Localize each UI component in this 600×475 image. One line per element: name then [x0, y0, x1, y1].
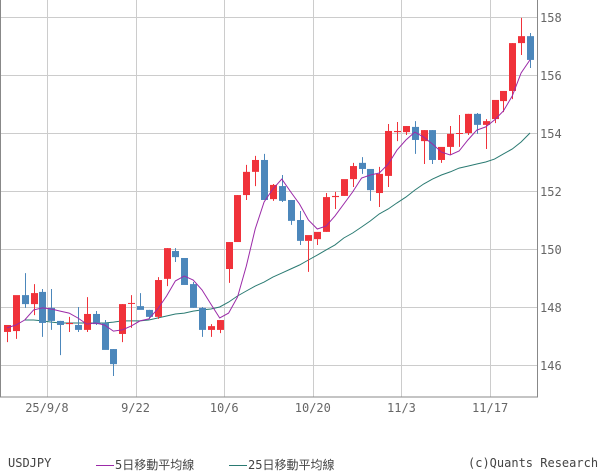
svg-text:158: 158 — [540, 11, 562, 25]
plot-frame — [0, 0, 538, 398]
y-axis-labels: 146 148 150 152 154 156 158 — [540, 11, 562, 373]
candles — [4, 17, 534, 377]
svg-text:150: 150 — [540, 243, 562, 257]
legend-ma5: 5日移動平均線 — [96, 456, 194, 473]
svg-text:10/20: 10/20 — [295, 401, 331, 415]
credit-text: (c)Quants Research — [468, 456, 599, 470]
svg-text:9/22: 9/22 — [121, 401, 150, 415]
grid-lines — [0, 0, 537, 397]
svg-text:154: 154 — [540, 127, 562, 141]
legend-ma25-label: 25日移動平均線 — [248, 458, 335, 472]
svg-text:11/17: 11/17 — [472, 401, 508, 415]
candlestick-chart: 146 148 150 152 154 156 158 25/9/8 9/22 10/6 10/2… — [0, 0, 562, 415]
legend-ma5-label: 5日移動平均線 — [115, 458, 195, 472]
svg-text:10/6: 10/6 — [210, 401, 239, 415]
legend-ma25: 25日移動平均線 — [229, 456, 334, 473]
ma5-line — [6, 59, 531, 332]
x-axis-labels: 25/9/8 9/22 10/6 10/20 11/3 11/17 — [25, 401, 508, 415]
svg-text:25/9/8: 25/9/8 — [25, 401, 68, 415]
svg-text:11/3: 11/3 — [387, 401, 416, 415]
svg-text:148: 148 — [540, 301, 562, 315]
legend-symbol: USDJPY — [8, 456, 52, 470]
ma25-swatch-icon — [229, 465, 247, 466]
svg-text:146: 146 — [540, 359, 562, 373]
svg-text:152: 152 — [540, 185, 562, 199]
svg-text:156: 156 — [540, 69, 562, 83]
ma25-line — [24, 132, 531, 324]
ma5-swatch-icon — [96, 465, 114, 466]
